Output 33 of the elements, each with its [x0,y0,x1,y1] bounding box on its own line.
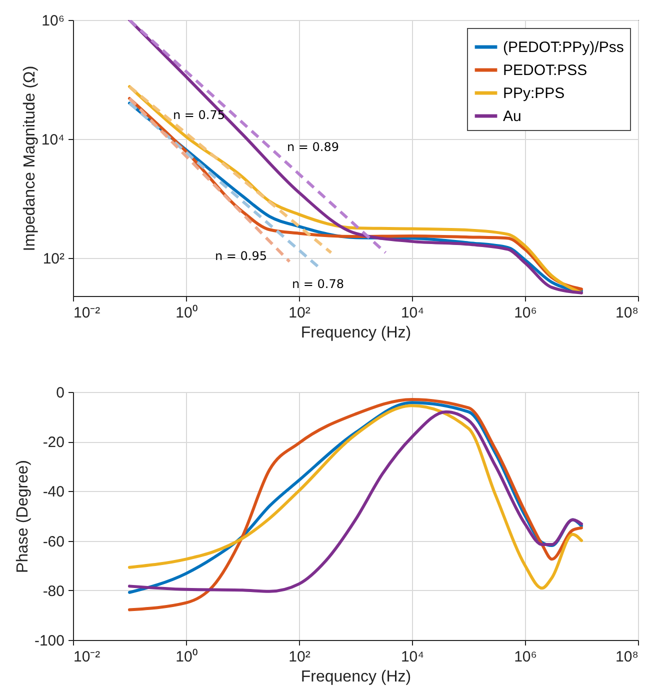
annotation: n = 0.95 [214,249,268,263]
x-tick-label: 10² [288,648,310,666]
y-axis-title: Phase (Degree) [14,460,32,573]
x-tick-label: 10⁰ [176,304,198,322]
x-tick-label: 10⁻² [74,304,100,322]
y-tick-label: -100 [34,632,64,650]
legend-label: PEDOT:PSS [503,62,588,79]
legend-label: Au [503,108,522,125]
y-tick-label: 10⁶ [42,12,64,30]
y-axis-title: Impedance Magnitude (Ω) [21,66,38,252]
x-tick-label: 10⁶ [514,304,537,322]
y-tick-label: 10⁴ [41,132,64,149]
x-tick-label: 10⁶ [514,648,537,666]
x-tick-label: 10⁸ [615,304,638,322]
legend-label: (PEDOT:PPy)/Pss [503,39,624,56]
y-tick-label: -40 [42,484,64,501]
annotation: n = 0.75 [172,108,226,122]
annotation: n = 0.78 [292,277,344,291]
annotation: n = 0.89 [286,140,340,154]
x-axis-title: Frequency (Hz) [300,668,412,686]
x-tick-label: 10⁻² [74,648,100,666]
x-tick-label: 10⁴ [400,304,424,322]
x-tick-label: 10² [288,304,310,322]
y-tick-label: 10² [42,250,64,268]
x-axis-title: Frequency (Hz) [300,324,412,342]
x-tick-label: 10⁴ [400,648,424,666]
y-tick-label: 0 [56,384,64,402]
y-tick-label: -20 [42,434,64,452]
legend-label: PPy:PPS [503,85,565,102]
y-tick-label: -60 [42,533,64,550]
x-tick-label: 10⁰ [176,648,198,666]
y-tick-label: -80 [42,582,64,600]
x-tick-label: 10⁸ [615,648,638,666]
